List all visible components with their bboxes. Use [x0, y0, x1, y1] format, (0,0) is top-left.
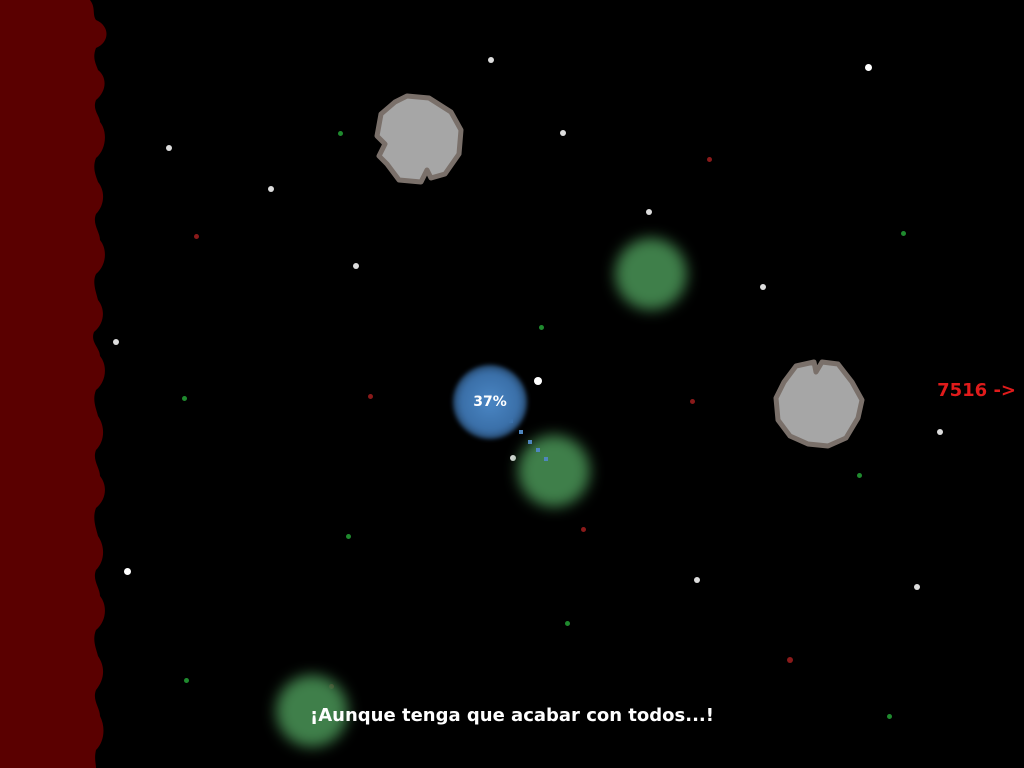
green-speck [857, 473, 862, 478]
star [865, 64, 872, 71]
player-trail [519, 430, 523, 434]
asteroid[interactable] [770, 358, 866, 450]
star [510, 455, 516, 461]
green-speck [346, 534, 351, 539]
green-orb[interactable] [518, 435, 590, 507]
green-speck [887, 714, 892, 719]
player-percent: 37% [473, 394, 507, 410]
red-speck [787, 657, 793, 663]
blood-wall [0, 0, 107, 768]
green-speck [565, 621, 570, 626]
star [166, 145, 172, 151]
green-orb[interactable] [276, 675, 348, 747]
asteroid[interactable] [373, 92, 465, 186]
star [560, 130, 566, 136]
star [937, 429, 943, 435]
star [534, 377, 542, 385]
star [760, 284, 766, 290]
distance-indicator: 7516 -> [937, 380, 1016, 401]
star [113, 339, 119, 345]
star [268, 186, 274, 192]
green-speck [182, 396, 187, 401]
star [353, 263, 359, 269]
green-speck [184, 678, 189, 683]
red-speck [690, 399, 695, 404]
green-speck [539, 325, 544, 330]
player-trail [528, 440, 532, 444]
star [646, 209, 652, 215]
green-speck [901, 231, 906, 236]
star [488, 57, 494, 63]
red-speck [368, 394, 373, 399]
red-speck [194, 234, 199, 239]
player-orb[interactable] [453, 365, 527, 439]
player-trail [544, 457, 548, 461]
star [914, 584, 920, 590]
star [694, 577, 700, 583]
player-trail [536, 448, 540, 452]
dialogue-text: ¡Aunque tenga que acabar con todos...! [310, 705, 714, 726]
star [124, 568, 131, 575]
green-orb[interactable] [615, 238, 687, 310]
green-speck [338, 131, 343, 136]
red-speck [581, 527, 586, 532]
red-speck [707, 157, 712, 162]
